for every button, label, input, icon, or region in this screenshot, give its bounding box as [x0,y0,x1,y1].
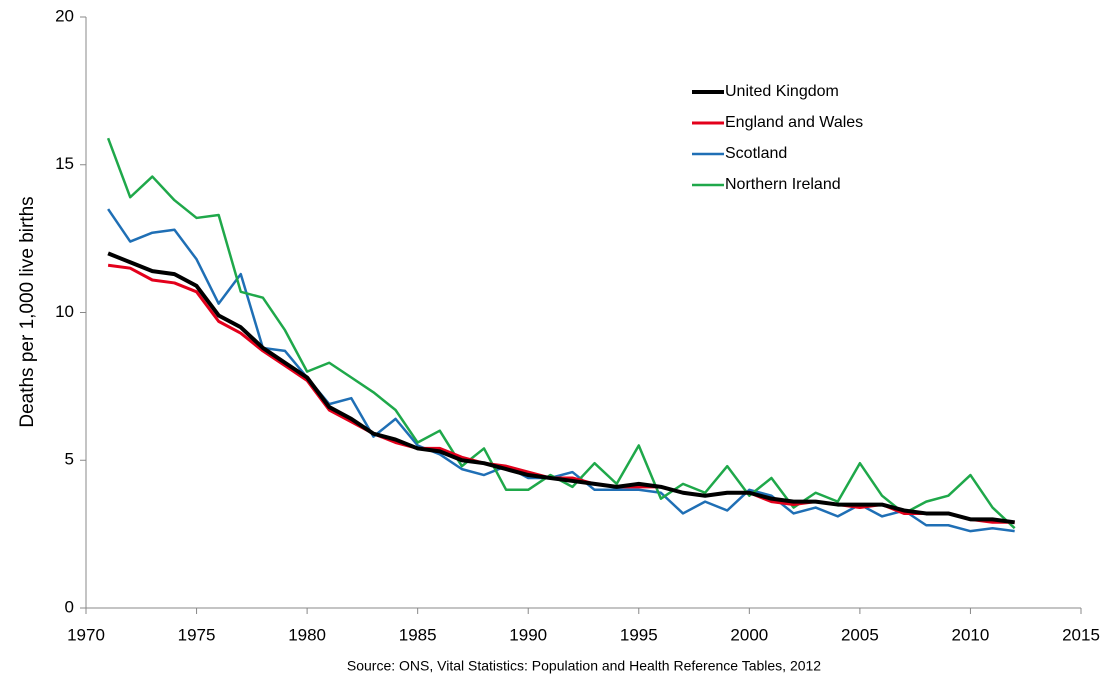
y-axis-label: Deaths per 1,000 live births [17,196,38,427]
source-note: Source: ONS, Vital Statistics: Populatio… [347,658,821,674]
y-tick-label: 15 [55,154,74,173]
y-tick-label: 5 [65,450,74,469]
y-tick-label: 20 [55,6,74,25]
series-line [106,137,1016,530]
x-tick-label: 2000 [730,625,768,644]
legend-label: Northern Ireland [725,176,841,193]
y-tick-label: 10 [55,302,74,321]
y-tick-label: 0 [65,597,74,616]
legend-label: Scotland [725,145,787,162]
legend-label: England and Wales [725,114,863,131]
x-tick-label: 2015 [1062,625,1100,644]
x-tick-label: 2005 [841,625,879,644]
series-line [107,208,1015,533]
x-tick-label: 1975 [178,625,216,644]
x-tick-label: 2010 [952,625,990,644]
x-tick-label: 1970 [67,625,105,644]
series-line [107,263,1015,524]
x-tick-label: 1985 [399,625,437,644]
series-line [107,251,1015,525]
x-tick-label: 1980 [288,625,326,644]
x-tick-label: 1990 [509,625,547,644]
legend-label: United Kingdom [725,83,839,100]
x-tick-label: 1995 [620,625,658,644]
